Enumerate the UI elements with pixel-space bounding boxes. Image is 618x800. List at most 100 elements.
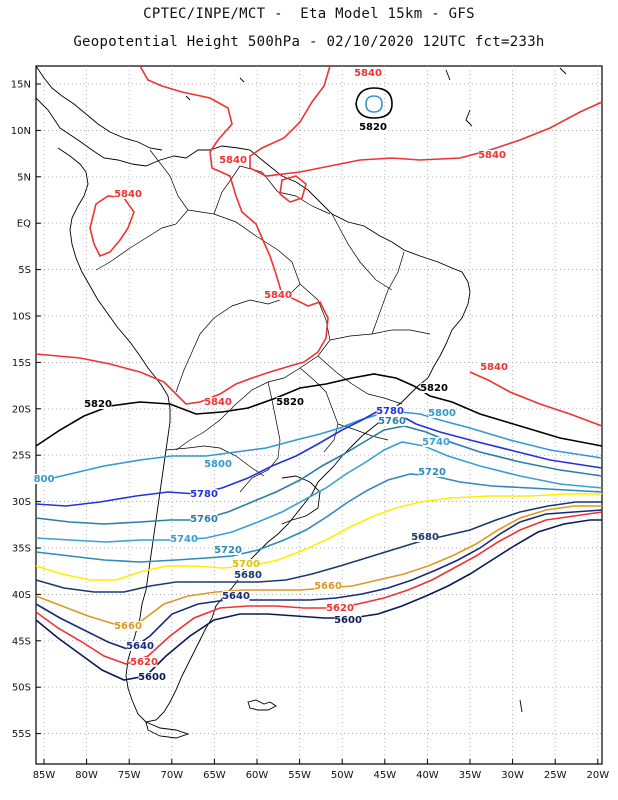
lat-tick-label: 15S: [12, 358, 31, 369]
contour-label-bg: [478, 150, 506, 160]
contour-label-bg: [222, 591, 250, 601]
contour-5760: [35, 425, 603, 525]
contour-label: 5620: [130, 657, 158, 668]
contour-label: 5840: [480, 362, 508, 373]
contour-label-bg: [334, 615, 362, 625]
tierra-del-fuego: [145, 721, 190, 739]
contour-5640: [35, 509, 603, 651]
contour-label: 5660: [314, 581, 342, 592]
contour-label-bg: [354, 68, 382, 78]
lon-tick-label: 60W: [246, 770, 269, 781]
map-title: CPTEC/INPE/MCT - Eta Model 15km - GFS: [143, 6, 475, 22]
lat-tick-label: 10S: [12, 312, 31, 323]
contour-label-bg: [33, 474, 55, 484]
lat-tick-label: 55S: [12, 729, 31, 740]
contour-5800: [35, 411, 603, 483]
contour-label-bg: [219, 155, 247, 165]
contour-label: 5640: [126, 641, 154, 652]
contour-label-bg: [130, 657, 158, 667]
contour-label-bg: [376, 406, 404, 416]
lat-tick-label: 45S: [12, 636, 31, 647]
contour-label-bg: [170, 534, 198, 544]
contour-label-bg: [84, 399, 112, 409]
contour-label: 5720: [214, 545, 242, 556]
contour-label-bg: [420, 383, 448, 393]
contour-label-bg: [428, 408, 456, 418]
contour-5680: [35, 501, 602, 593]
contour-5840-guiana: [279, 175, 307, 203]
contour-label: 5740: [422, 437, 450, 448]
contour-label: 5840: [219, 155, 247, 166]
contour-label: 5800: [428, 408, 456, 419]
contour-label: 5840: [204, 397, 232, 408]
lon-tick-label: 20W: [586, 770, 609, 781]
contour-label-bg: [264, 290, 292, 300]
contour-label: 5740: [170, 534, 198, 545]
contour-5820: [35, 373, 603, 447]
contour-5700: [35, 493, 602, 581]
lon-tick-label: 55W: [288, 770, 311, 781]
contour-label-bg: [190, 514, 218, 524]
contour-labels: 5840 5820 5840 5840 5840 5840 5840 5840 5820 5820…: [34, 68, 508, 683]
lon-tick-label: 35W: [459, 770, 482, 781]
contour-5800-ring: [365, 95, 383, 113]
contour-label: 5680: [411, 532, 439, 543]
lat-tick-label: 50S: [12, 683, 31, 694]
contour-label-bg: [411, 532, 439, 542]
contour-5840-sea: [469, 371, 603, 427]
contour-5720: [35, 473, 603, 563]
contour-label-bg: [378, 416, 406, 426]
contour-label-bg: [232, 559, 260, 569]
lon-tick-label: 80W: [75, 770, 98, 781]
contour-label: 5620: [326, 603, 354, 614]
contour-label-bg: [114, 189, 142, 199]
contour-label-bg: [418, 467, 446, 477]
lon-tick-label: 40W: [416, 770, 439, 781]
contour-5600: [35, 519, 602, 681]
contour-label-bg: [422, 437, 450, 447]
contour-label-bg: [314, 581, 342, 591]
contour-5740: [35, 441, 603, 543]
contour-label: 800: [34, 474, 55, 485]
contour-label: 5680: [234, 570, 262, 581]
lat-tick-label: 25S: [12, 451, 31, 462]
contour-5780: [35, 409, 603, 507]
contour-label-bg: [190, 489, 218, 499]
contour-label-bg: [276, 397, 304, 407]
lon-tick-label: 25W: [544, 770, 567, 781]
lat-tick-label: 15N: [11, 80, 31, 91]
central-america-outline: [35, 65, 163, 151]
contour-lines: [35, 65, 603, 681]
lon-tick-label: 50W: [331, 770, 354, 781]
lat-tick-label: 10N: [11, 126, 31, 137]
contour-label: 5840: [354, 68, 382, 79]
contour-label: 5820: [359, 122, 387, 133]
map-subtitle: Geopotential Height 500hPa - 02/10/2020 …: [73, 34, 545, 50]
country-borders: [95, 149, 431, 493]
contour-label: 5820: [420, 383, 448, 394]
lon-tick-label: 85W: [33, 770, 56, 781]
lat-tick-label: 5S: [18, 265, 31, 276]
lat-tick-label: EQ: [17, 219, 31, 230]
rio-de-la-plata: [281, 475, 321, 525]
contour-label: 5600: [334, 615, 362, 626]
map-frame: [35, 65, 603, 765]
contour-label: 5820: [276, 397, 304, 408]
falkland-islands: [247, 699, 277, 711]
lon-tick-label: 45W: [373, 770, 396, 781]
contour-label-bg: [480, 362, 508, 372]
coastlines: [35, 65, 567, 739]
lon-tick-label: 75W: [118, 770, 141, 781]
contour-label: 5600: [138, 672, 166, 683]
contour-label-bg: [214, 545, 242, 555]
lat-tick-label: 40S: [12, 590, 31, 601]
contour-label: 5720: [418, 467, 446, 478]
map-grid: [36, 66, 602, 764]
contour-label: 5780: [376, 406, 404, 417]
lat-tick-label: 35S: [12, 544, 31, 555]
lon-tick-label: 65W: [203, 770, 226, 781]
contour-label: 5840: [114, 189, 142, 200]
contour-5620: [35, 511, 603, 665]
contour-label-bg: [326, 603, 354, 613]
lon-tick-label: 70W: [160, 770, 183, 781]
